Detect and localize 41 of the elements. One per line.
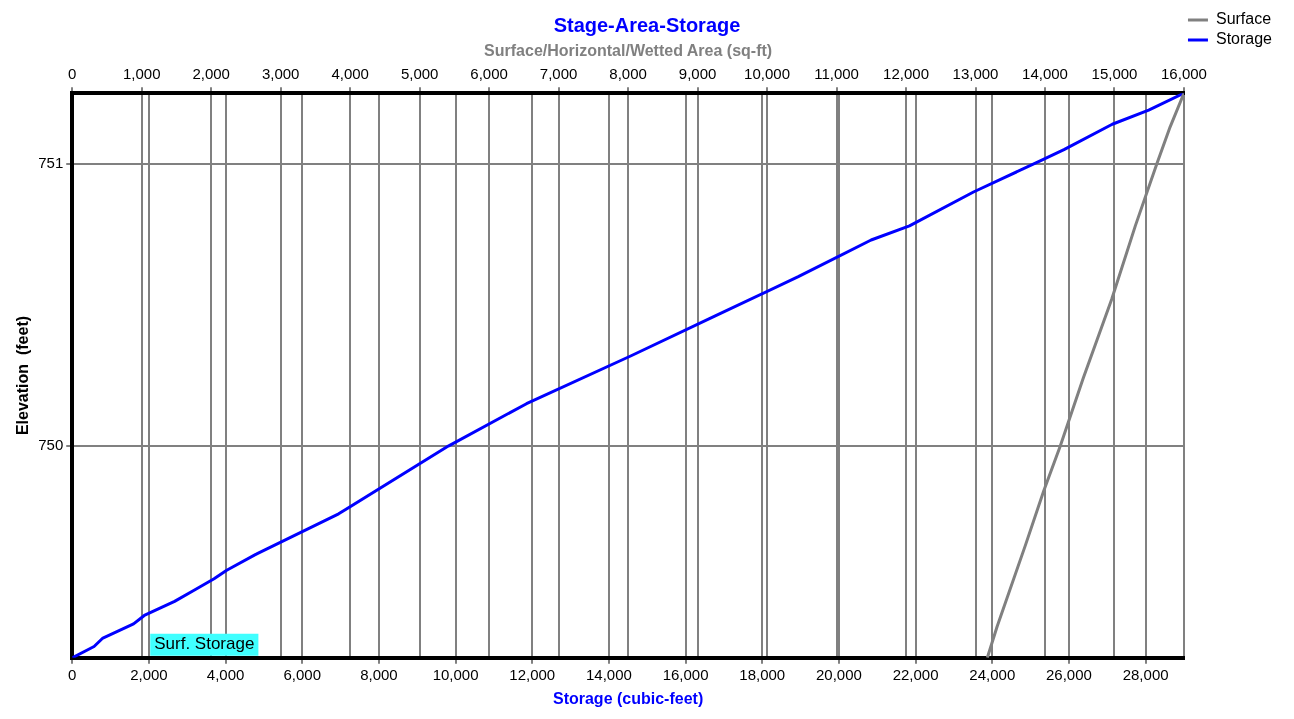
x-tick-label: 2,000 bbox=[130, 665, 168, 683]
x2-tick-label: 10,000 bbox=[744, 65, 791, 83]
x2-tick-label: 7,000 bbox=[539, 65, 578, 83]
x2-tick-label: 5,000 bbox=[400, 65, 439, 83]
x2-tick-label: 2,000 bbox=[192, 65, 230, 83]
legend-label: Surface bbox=[1215, 10, 1272, 28]
x-tick-label: 24,000 bbox=[969, 665, 1016, 683]
x-tick-label: 20,000 bbox=[815, 665, 862, 683]
x-tick-label: 14,000 bbox=[585, 665, 632, 683]
x-tick-label: 8,000 bbox=[360, 665, 398, 683]
x2-tick-label: 9,000 bbox=[678, 65, 717, 83]
x2-tick-label: 8,000 bbox=[609, 65, 647, 83]
x2-tick-label: 6,000 bbox=[470, 65, 508, 83]
x2-tick-label: 3,000 bbox=[261, 65, 300, 83]
x-tick-label: 28,000 bbox=[1122, 665, 1169, 683]
x-tick-label: 0 bbox=[68, 665, 77, 683]
x2-tick-label: 16,000 bbox=[1161, 65, 1207, 83]
x2-tick-label: 4,000 bbox=[331, 65, 369, 83]
x-tick-label: 4,000 bbox=[206, 665, 245, 683]
x2-tick-label: 1,000 bbox=[122, 65, 161, 83]
y-axis-title: Elevation (feet) bbox=[14, 315, 32, 436]
x-tick-label: 12,000 bbox=[509, 665, 556, 683]
y-tick-label: 751 bbox=[38, 153, 64, 171]
annotation: Surf. Storage bbox=[154, 634, 255, 654]
legend-label: Storage bbox=[1215, 30, 1273, 48]
x-tick-label: 6,000 bbox=[283, 665, 322, 683]
x2-tick-label: 13,000 bbox=[952, 65, 999, 83]
x-tick-label: 16,000 bbox=[662, 665, 709, 683]
y-tick-label: 750 bbox=[38, 436, 64, 454]
x-tick-label: 22,000 bbox=[892, 665, 939, 683]
x-tick-label: 18,000 bbox=[739, 665, 786, 683]
x2-tick-label: 15,000 bbox=[1091, 65, 1138, 83]
x2-tick-label: 12,000 bbox=[883, 65, 929, 83]
x2-tick-label: 14,000 bbox=[1022, 65, 1068, 83]
chart-title: Stage-Area-Storage bbox=[553, 13, 741, 36]
x2-tick-label: 11,000 bbox=[814, 65, 859, 83]
x-tick-label: 10,000 bbox=[432, 665, 479, 683]
x-tick-label: 26,000 bbox=[1046, 665, 1092, 683]
x2-tick-label: 0 bbox=[68, 65, 77, 83]
x2-axis-title: Surface/Horizontal/Wetted Area (sq-ft) bbox=[484, 42, 773, 60]
x-axis-title: Storage (cubic-feet) bbox=[552, 689, 704, 707]
